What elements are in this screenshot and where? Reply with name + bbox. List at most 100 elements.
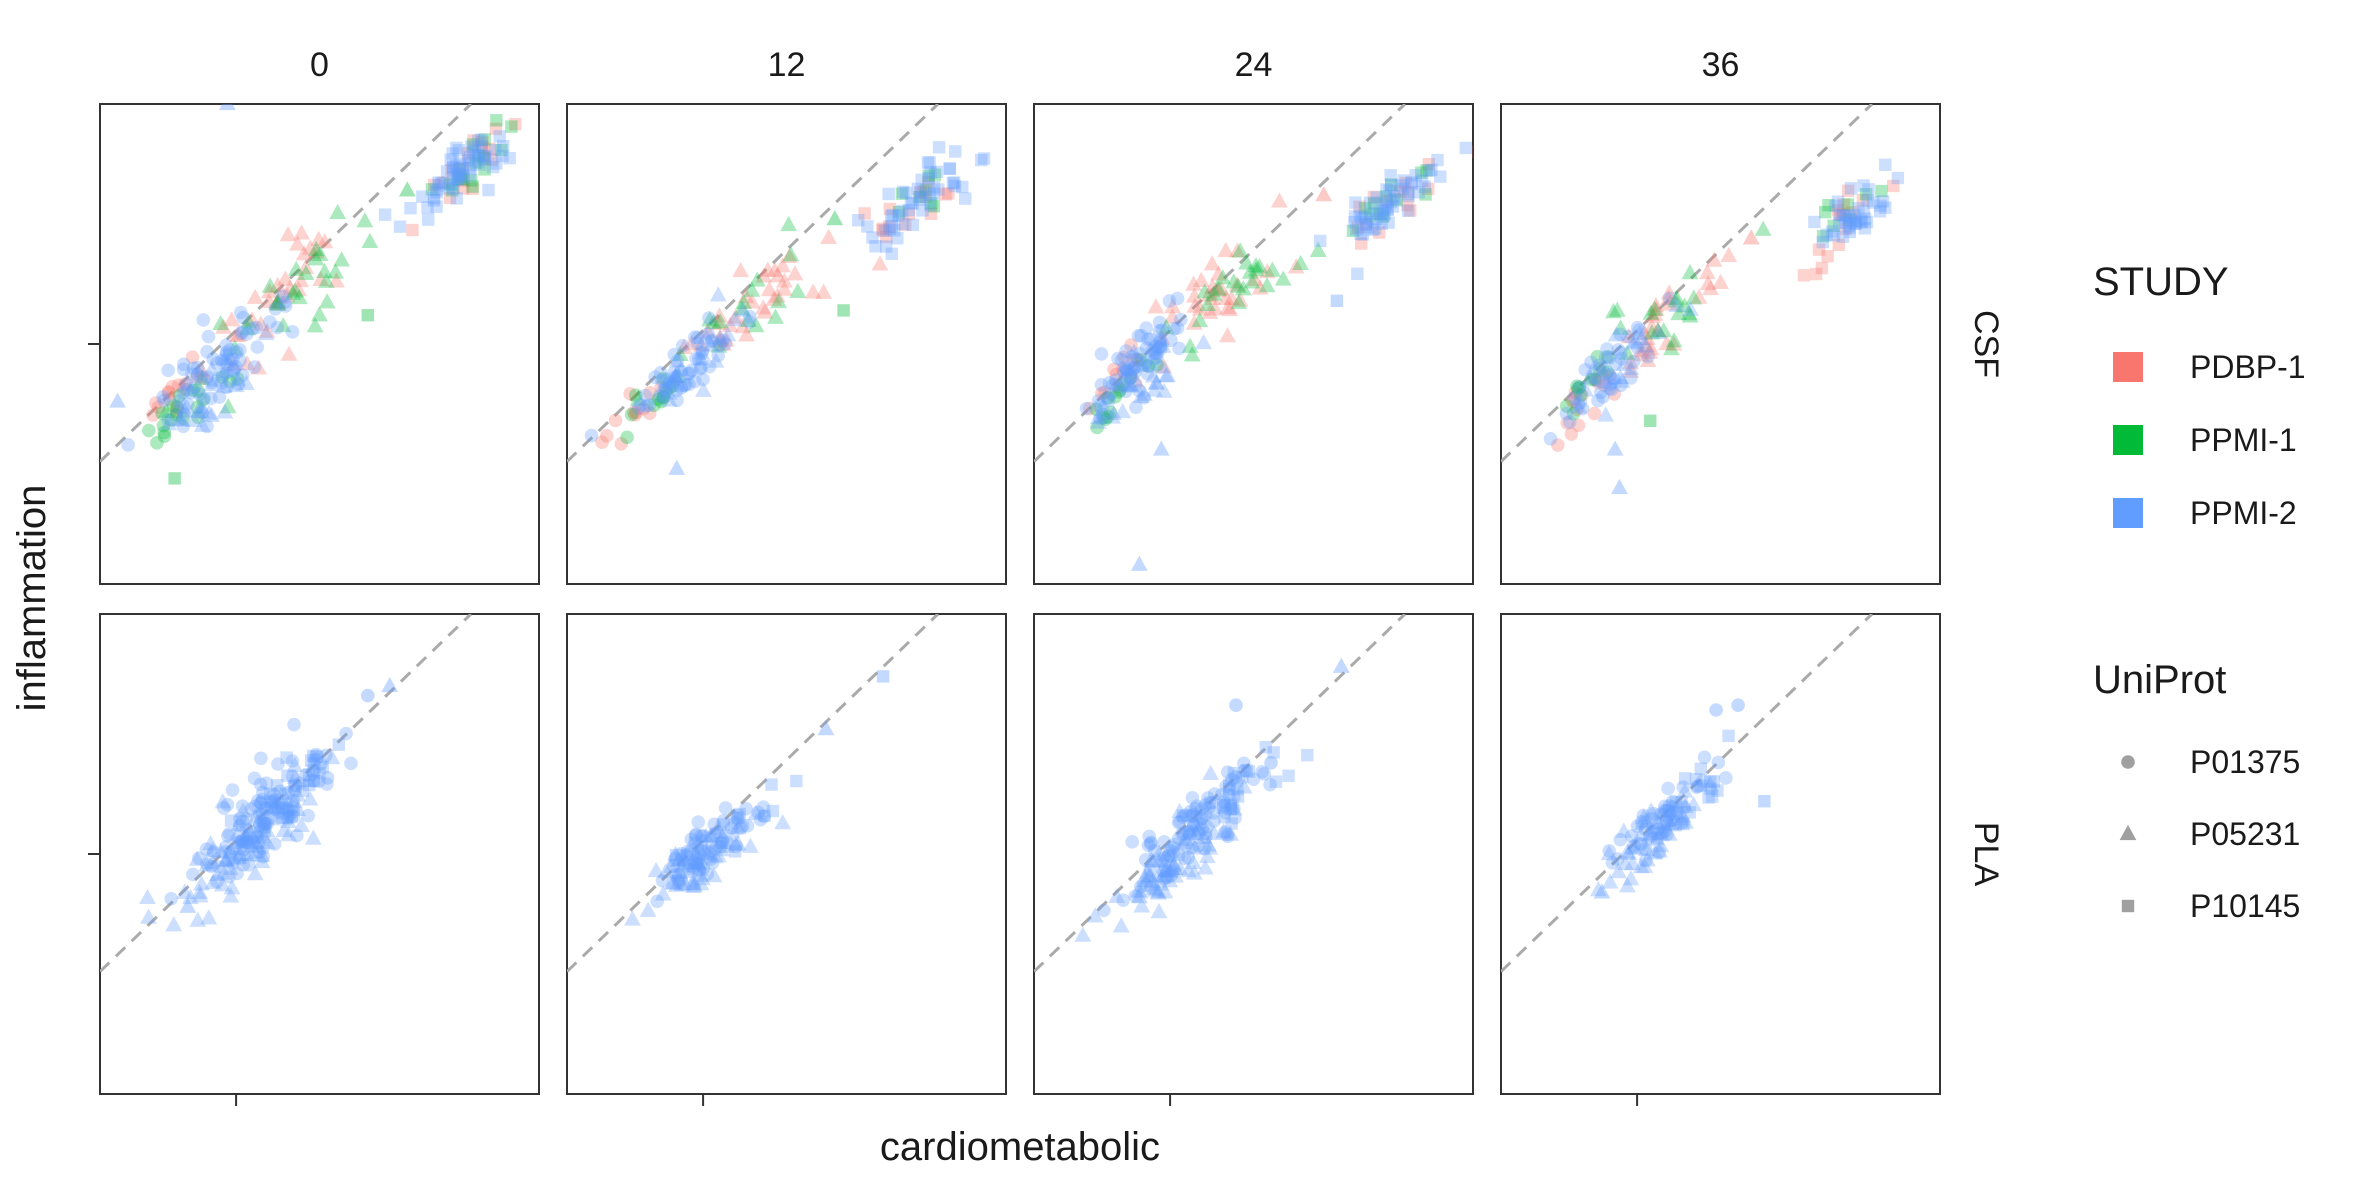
data-point [1836, 230, 1850, 243]
data-point [381, 676, 399, 693]
data-point [1112, 385, 1126, 399]
data-point [1697, 750, 1712, 765]
data-point [710, 314, 727, 330]
data-point [406, 223, 419, 237]
data-point [216, 362, 234, 378]
data-point [1198, 798, 1212, 812]
data-point [234, 834, 248, 848]
data-point [1191, 311, 1209, 328]
data-point [732, 261, 750, 278]
data-point [1108, 389, 1122, 404]
data-point [121, 438, 135, 452]
data-point [790, 774, 803, 788]
data-point [306, 317, 324, 333]
data-point [804, 283, 822, 299]
data-point [1155, 854, 1170, 868]
data-point [257, 827, 272, 842]
data-point [866, 231, 879, 244]
data-point [668, 459, 686, 475]
data-point [1163, 859, 1181, 875]
data-point [1309, 241, 1327, 257]
data-point [489, 122, 503, 136]
data-point [254, 795, 268, 810]
data-point [906, 218, 920, 232]
data-point [307, 749, 320, 763]
data-point [238, 846, 256, 862]
data-point [285, 754, 300, 768]
data-point [478, 150, 491, 163]
data-point [188, 380, 202, 395]
data-point [1376, 204, 1390, 217]
data-point [456, 162, 469, 175]
data-point [927, 200, 941, 213]
data-point [195, 405, 209, 420]
data-point [1098, 412, 1113, 427]
data-point [1701, 775, 1719, 792]
data-point [716, 333, 730, 348]
data-point [768, 287, 786, 303]
data-point [1816, 235, 1829, 249]
data-point [928, 168, 942, 181]
data-point [770, 292, 787, 309]
data-point [1359, 217, 1373, 231]
data-point [1108, 377, 1123, 392]
data-point [1618, 843, 1636, 859]
data-point [474, 158, 487, 171]
data-point [817, 720, 835, 736]
data-point [670, 354, 685, 368]
data-point [242, 837, 260, 853]
data-point [288, 783, 303, 797]
data-point [1605, 303, 1622, 319]
data-point [1137, 357, 1152, 372]
legend-title-study: STUDY [2093, 260, 2229, 304]
data-point [1157, 861, 1174, 878]
data-point [639, 901, 657, 917]
data-point [919, 190, 932, 203]
data-point [1194, 811, 1209, 826]
data-point [884, 210, 898, 223]
data-point [1645, 824, 1660, 839]
data-point [1118, 375, 1136, 392]
data-point [1251, 279, 1269, 295]
data-point [319, 748, 333, 763]
data-point [1171, 815, 1186, 830]
data-point [209, 865, 226, 881]
data-point [1182, 824, 1197, 839]
data-point [253, 846, 271, 863]
data-point [675, 850, 693, 866]
data-point [826, 210, 844, 226]
data-point [235, 325, 250, 339]
data-point [264, 810, 278, 825]
data-point [688, 374, 702, 389]
data-point [730, 809, 744, 822]
data-point [1176, 826, 1191, 841]
data-point [1624, 854, 1641, 871]
data-point [256, 816, 270, 829]
data-point [258, 817, 273, 831]
data-point [1591, 393, 1605, 408]
data-point [1632, 858, 1650, 874]
data-point [711, 329, 729, 345]
data-point [683, 335, 700, 351]
reference-line [100, 104, 472, 463]
data-point [1645, 816, 1660, 831]
data-point [1140, 366, 1155, 381]
data-point [1205, 824, 1223, 841]
panel-frame [1500, 613, 1941, 1095]
data-point [1402, 189, 1415, 203]
data-point [647, 861, 665, 878]
data-point [425, 183, 439, 196]
data-point [642, 398, 657, 412]
data-point [240, 833, 258, 850]
data-point [1634, 837, 1649, 852]
data-point [290, 288, 308, 305]
data-point [1711, 784, 1724, 797]
data-point [942, 187, 955, 200]
data-point [1652, 845, 1667, 860]
data-point [1251, 258, 1268, 274]
data-point [265, 794, 280, 809]
data-point [1578, 362, 1593, 377]
data-point [280, 826, 298, 842]
data-point [427, 191, 441, 205]
facet-panel [566, 103, 1007, 585]
